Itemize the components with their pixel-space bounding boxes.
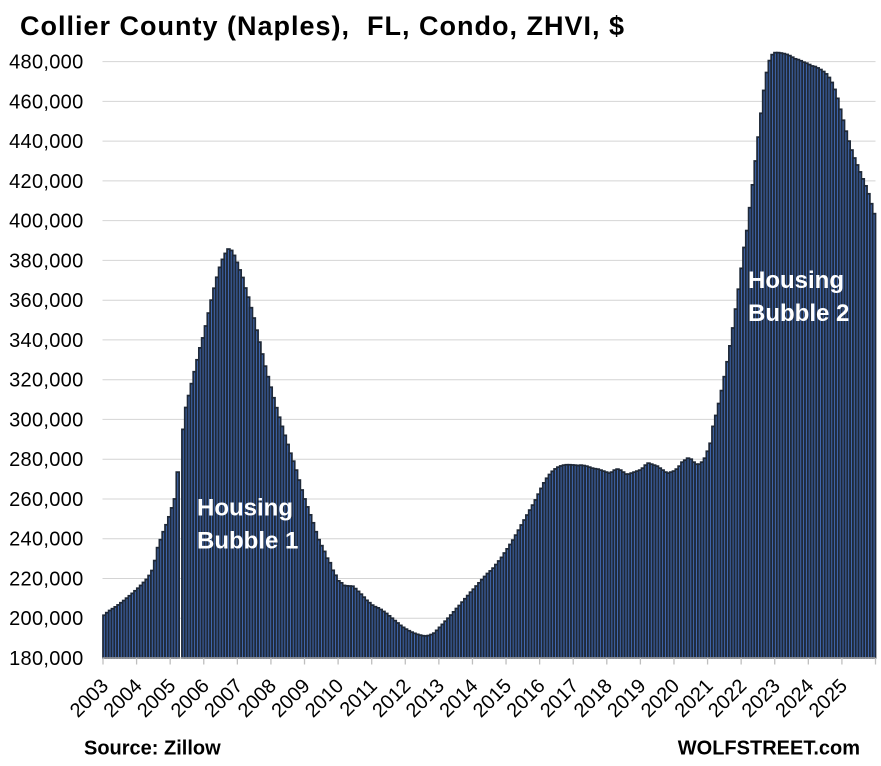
svg-text:180,000: 180,000 bbox=[9, 648, 83, 670]
svg-text:WOLFSTREET.com: WOLFSTREET.com bbox=[678, 738, 860, 760]
svg-text:Source: Zillow: Source: Zillow bbox=[84, 738, 221, 760]
svg-text:480,000: 480,000 bbox=[9, 52, 83, 74]
svg-text:280,000: 280,000 bbox=[9, 449, 83, 471]
svg-text:380,000: 380,000 bbox=[9, 250, 83, 272]
svg-text:Bubble 1: Bubble 1 bbox=[197, 528, 298, 555]
svg-text:Collier County (Naples), FL,: Collier County (Naples), FL, Condo, ZHVI… bbox=[20, 11, 625, 41]
svg-text:340,000: 340,000 bbox=[9, 330, 83, 352]
svg-text:200,000: 200,000 bbox=[9, 608, 83, 630]
svg-text:440,000: 440,000 bbox=[9, 131, 83, 153]
svg-text:460,000: 460,000 bbox=[9, 91, 83, 113]
svg-text:Housing: Housing bbox=[748, 267, 844, 294]
svg-text:260,000: 260,000 bbox=[9, 489, 83, 511]
svg-text:220,000: 220,000 bbox=[9, 569, 83, 591]
svg-text:360,000: 360,000 bbox=[9, 290, 83, 312]
svg-text:300,000: 300,000 bbox=[9, 409, 83, 431]
svg-text:400,000: 400,000 bbox=[9, 211, 83, 233]
svg-text:Housing: Housing bbox=[197, 495, 293, 522]
svg-text:420,000: 420,000 bbox=[9, 171, 83, 193]
svg-text:240,000: 240,000 bbox=[9, 529, 83, 551]
svg-text:320,000: 320,000 bbox=[9, 370, 83, 392]
svg-text:Bubble 2: Bubble 2 bbox=[748, 300, 849, 327]
